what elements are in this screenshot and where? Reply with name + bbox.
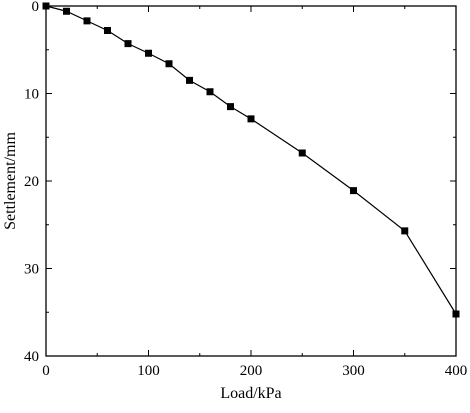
y-tick-label: 30 [24, 262, 39, 278]
data-point-marker [42, 2, 50, 10]
y-tick-label: 0 [32, 0, 40, 15]
y-tick-labels: 0 10 20 30 40 [24, 0, 39, 365]
x-tick-label: 100 [137, 363, 160, 379]
plot-frame [45, 5, 457, 357]
data-point-marker [145, 49, 152, 57]
x-tick-label: 200 [240, 363, 263, 379]
data-point-marker [452, 310, 460, 318]
series-line [45, 5, 457, 315]
series-layer [42, 2, 460, 318]
data-point-marker [165, 60, 173, 68]
data-point-marker [104, 27, 111, 34]
tick-marks [45, 5, 457, 357]
x-tick-label: 300 [342, 363, 365, 379]
data-point-marker [401, 227, 409, 235]
x-axis-label: Load/kPa [220, 385, 281, 402]
y-tick-label: 10 [24, 87, 39, 103]
data-point-marker [227, 103, 234, 111]
y-tick-label: 40 [24, 349, 39, 365]
data-point-marker [350, 187, 357, 195]
x-tick-label: 400 [445, 363, 468, 379]
data-point-marker [247, 115, 255, 123]
x-tick-label: 0 [42, 363, 50, 379]
x-tick-labels: 0 100 200 300 400 [42, 363, 467, 379]
y-tick-label: 20 [24, 174, 39, 190]
data-point-marker [63, 7, 70, 15]
data-point-marker [124, 40, 132, 48]
data-point-marker [206, 88, 214, 96]
data-point-marker [186, 76, 193, 84]
data-point-marker [298, 149, 306, 157]
data-point-marker [83, 17, 91, 25]
y-axis-label: Settlement/mm [2, 132, 19, 230]
